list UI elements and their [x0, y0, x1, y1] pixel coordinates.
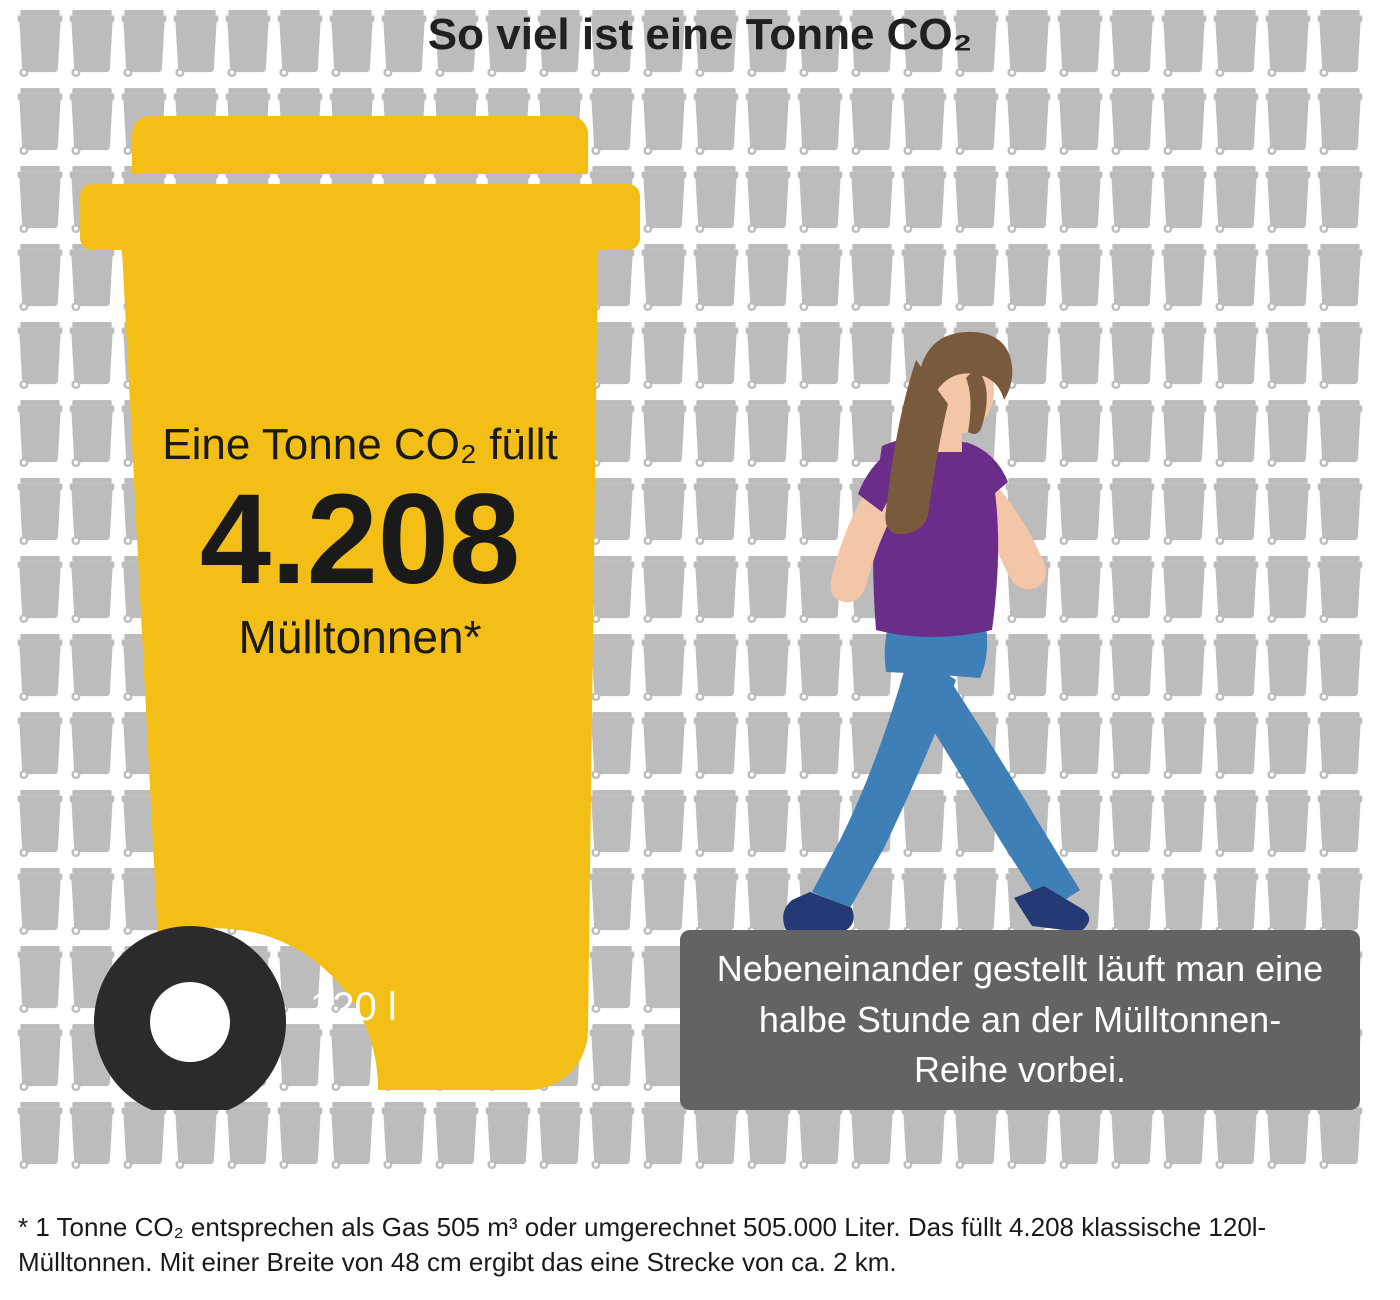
bin-text-bottom: Mülltonnen* — [100, 610, 620, 664]
footnote: * 1 Tonne CO₂ entsprechen als Gas 505 m³… — [18, 1210, 1388, 1280]
bin-text-top: Eine Tonne CO₂ füllt — [100, 420, 620, 470]
bin-number: 4.208 — [100, 476, 620, 604]
bin-text-block: Eine Tonne CO₂ füllt 4.208 Mülltonnen* — [100, 420, 620, 664]
callout-text: Nebeneinander gestellt läuft man eine ha… — [714, 944, 1326, 1095]
bin-capacity: 120 l — [310, 985, 397, 1030]
infographic-scene: So viel ist eine Tonne CO₂ Eine Tonne CO… — [0, 0, 1400, 1200]
callout-box: Nebeneinander gestellt läuft man eine ha… — [680, 930, 1360, 1110]
walking-person-icon — [740, 320, 1140, 950]
title: So viel ist eine Tonne CO₂ — [0, 10, 1400, 60]
